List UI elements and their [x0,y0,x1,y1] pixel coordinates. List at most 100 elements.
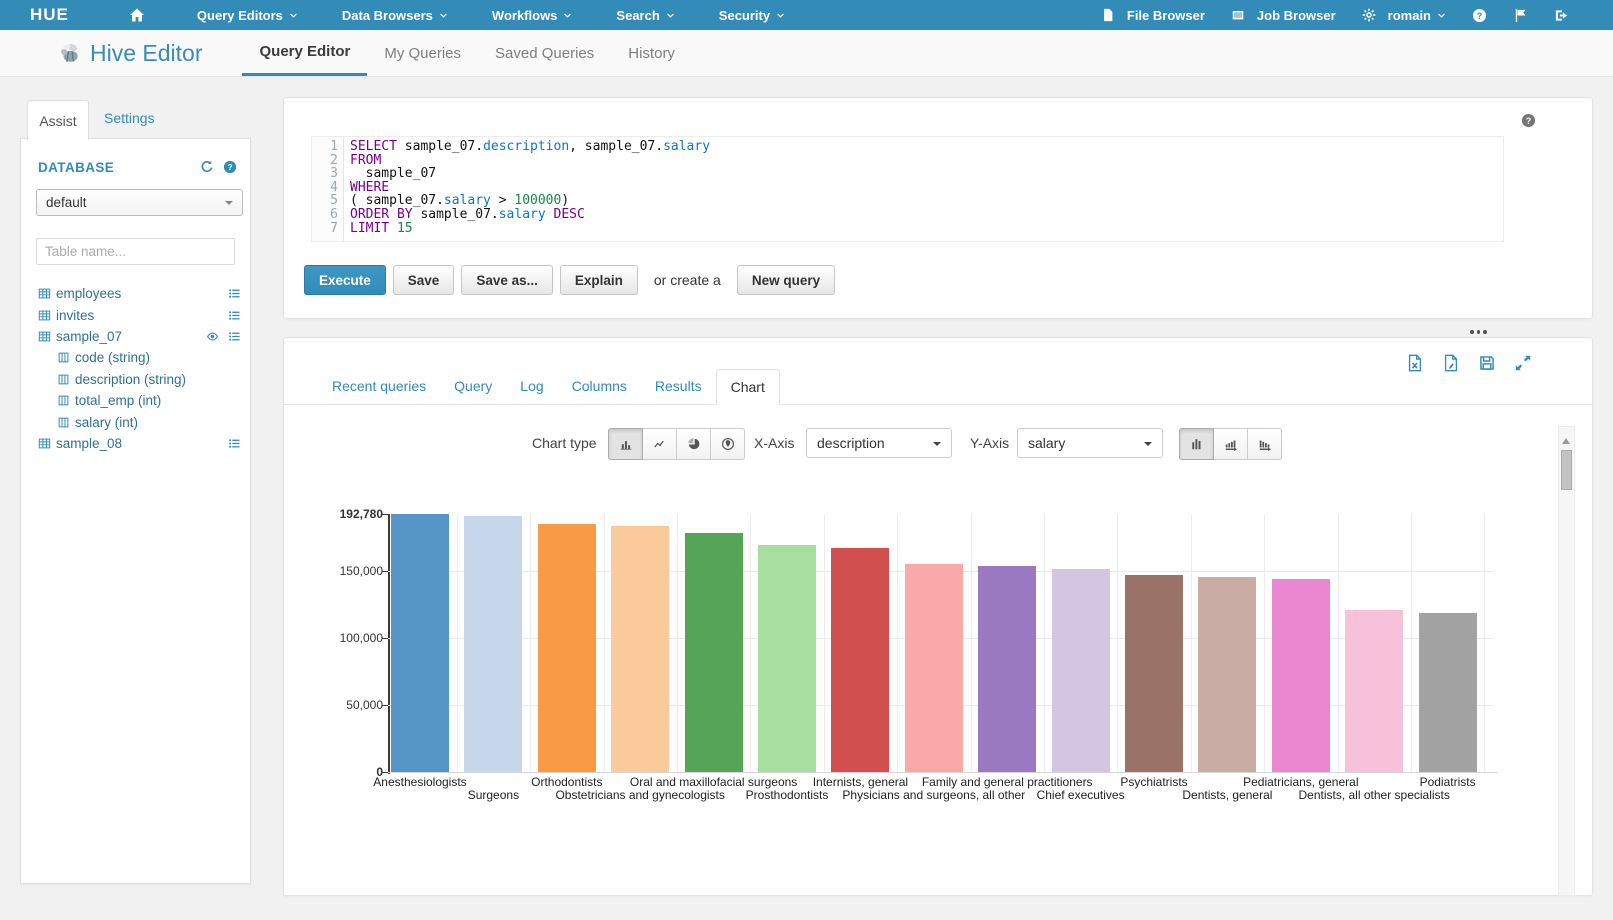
job-browser-label: Job Browser [1256,7,1336,23]
scrollbar-up-arrow[interactable] [1562,434,1570,444]
nav-menu-data-browsers[interactable]: Data Browsers [320,8,470,23]
hue-logo[interactable]: HUE [30,5,69,24]
tab-history[interactable]: History [628,44,675,62]
y-axis-select[interactable]: salary [1017,428,1163,458]
results-tab-query[interactable]: Query [454,378,493,394]
x-axis-label-dentists-all-other-specialists: Dentists, all other specialists [1298,788,1450,802]
bar-internists-general[interactable] [831,548,890,772]
tab-query-editor[interactable]: Query Editor [242,30,368,76]
explain-button[interactable]: Explain [559,265,638,295]
chart-pie-button[interactable] [676,428,711,460]
nav-menu-security[interactable]: Security [697,8,807,23]
save-button[interactable]: Save [392,265,455,295]
bar-chief-executives[interactable] [1051,569,1110,772]
bar-psychiatrists[interactable] [1125,575,1183,772]
results-scrollbar[interactable] [1558,426,1575,896]
download-csv-icon[interactable] [1442,354,1460,372]
database-select-value: default [46,195,87,210]
bar-prosthodontists[interactable] [758,544,816,772]
nav-menu-workflows[interactable]: Workflows [470,8,595,23]
column-row-description-string[interactable]: description (string) [38,369,241,390]
download-excel-icon[interactable] [1406,354,1424,372]
y-tick-label: 100,000 [339,631,383,646]
new-query-button[interactable]: New query [736,265,836,295]
flag-icon[interactable] [1513,8,1528,23]
bar-anesthesiologists[interactable] [391,514,449,772]
table-menu-icon[interactable] [228,309,241,322]
table-row-sample-07[interactable]: sample_07 [38,326,241,347]
bar-surgeons[interactable] [464,515,523,772]
job-browser-link[interactable]: Job Browser [1231,8,1336,23]
bar-podiatrists[interactable] [1418,613,1477,772]
chevron-down-icon [289,11,298,20]
scrollbar-thumb[interactable] [1561,450,1572,490]
bar-orthodontists[interactable] [537,523,596,772]
table-menu-icon[interactable] [228,287,241,300]
execute-button[interactable]: Execute [304,265,386,295]
preview-eye-icon[interactable] [206,330,219,343]
v-gridline [603,514,605,772]
table-icon [38,330,51,343]
refresh-icon[interactable] [200,160,214,174]
v-gridline [897,514,899,772]
code-token: WHERE [350,179,390,195]
chart-line-icon [653,437,667,451]
table-row-sample-08[interactable]: sample_08 [38,433,241,454]
table-menu-icon[interactable] [228,330,241,343]
v-gridline [1043,514,1045,772]
user-menu[interactable]: romain [1362,8,1446,23]
nav-menu-query-editors[interactable]: Query Editors [175,8,320,23]
svg-text:?: ? [1526,116,1531,126]
bar-dentists-general[interactable] [1198,576,1257,772]
results-tab-chart[interactable]: Chart [715,369,780,406]
x-axis-label: X-Axis [754,435,795,451]
results-tab-log[interactable]: Log [520,378,544,394]
results-tab-recent-queries[interactable]: Recent queries [332,378,427,394]
bar-oral-and-maxillofacial-surgeons[interactable] [684,533,743,772]
file-browser-link[interactable]: File Browser [1101,8,1205,23]
bar-dentists-all-other-specialists[interactable] [1345,609,1404,772]
chart-map-button[interactable] [710,428,745,460]
home-button[interactable] [115,7,159,23]
results-tab-results[interactable]: Results [654,378,702,394]
column-row-salary-int[interactable]: salary (int) [38,411,241,432]
sort-none-button[interactable] [1179,428,1214,460]
chart-line-button[interactable] [642,428,677,460]
sql-code[interactable]: SELECT sample_07.description, sample_07.… [344,137,710,241]
x-axis-select[interactable]: description [806,428,952,458]
chart-bar-button[interactable] [608,428,643,460]
column-row-total-emp-int[interactable]: total_emp (int) [38,390,241,411]
bar-family-and-general-practitioners[interactable] [978,566,1037,772]
logout-icon[interactable] [1554,8,1569,23]
table-menu-icon[interactable] [228,437,241,450]
bar-obstetricians-and-gynecologists[interactable] [611,526,670,772]
tab-my-queries[interactable]: My Queries [384,44,462,62]
results-tab-columns[interactable]: Columns [571,378,627,394]
bar-physicians-and-surgeons-all-other[interactable] [904,564,963,772]
chevron-down-icon [439,11,448,20]
sort-asc-button[interactable] [1213,428,1248,460]
table-filter-input[interactable] [36,238,235,265]
sort-desc-button[interactable] [1247,428,1282,460]
panel-resize-handle[interactable] [1470,330,1487,334]
column-row-code-string[interactable]: code (string) [38,347,241,368]
nav-menu-search[interactable]: Search [594,8,696,23]
save-result-icon[interactable] [1478,354,1496,372]
expand-icon[interactable] [1514,354,1532,372]
save-as-button[interactable]: Save as... [461,265,553,295]
y-tick-mark [382,772,388,773]
database-help-icon[interactable]: ? [223,160,237,174]
database-select[interactable]: default [36,189,243,216]
x-axis-label-obstetricians-and-gynecologists: Obstetricians and gynecologists [555,788,725,802]
tab-settings[interactable]: Settings [104,110,155,126]
bar-pediatricians-general[interactable] [1271,579,1330,772]
y-tick-mark [382,705,388,707]
help-icon[interactable]: ? [1472,8,1487,23]
editor-help-icon[interactable]: ? [1521,113,1536,128]
table-list: employees invites sample_07 code (string) de… [38,283,241,454]
table-row-employees[interactable]: employees [38,283,241,304]
tab-assist[interactable]: Assist [27,100,89,140]
table-row-invites[interactable]: invites [38,304,241,325]
tab-saved-queries[interactable]: Saved Queries [495,44,595,62]
